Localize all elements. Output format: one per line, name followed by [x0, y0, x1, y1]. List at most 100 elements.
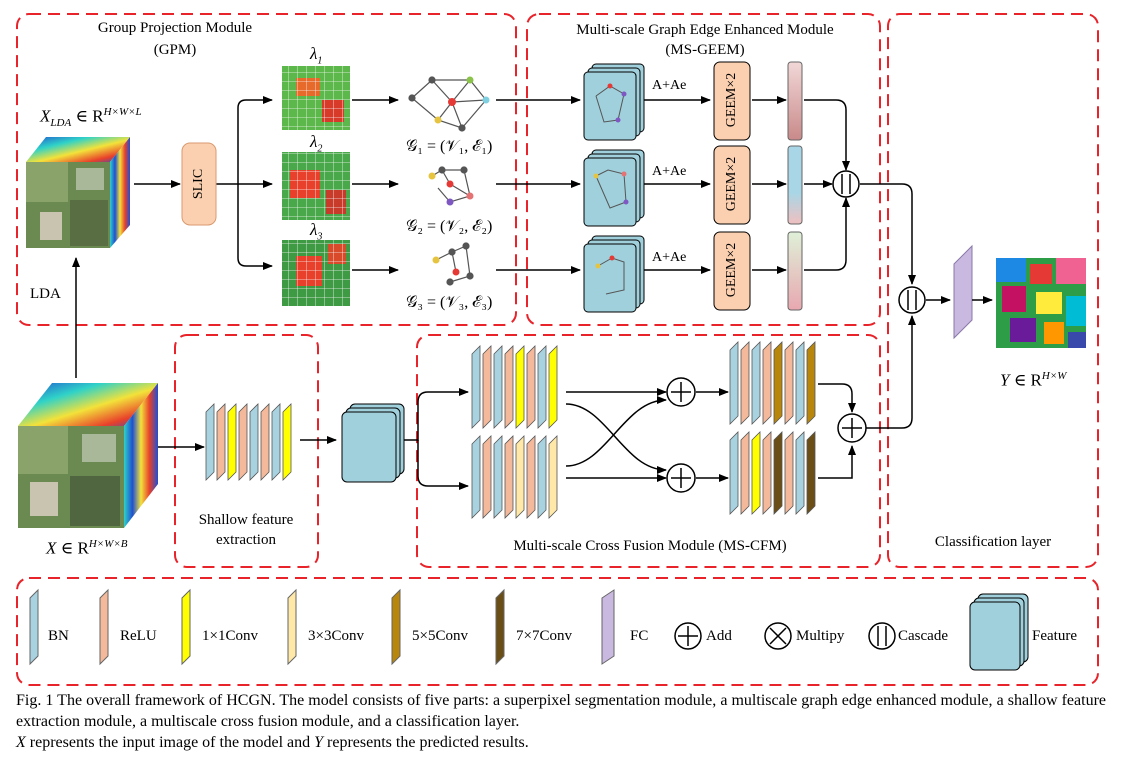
a-ae-label-1: A+Ae: [652, 78, 687, 93]
cfm-right-lower-stack-layer-relu: [762, 431, 772, 515]
shallow-feature-block: [341, 403, 405, 483]
cfm-lower-stack-layer-relu: [504, 435, 514, 519]
legend-feature: Feature: [1032, 628, 1077, 644]
classification-title: Classification layer: [934, 534, 1052, 550]
cfm-lower-stack: [471, 435, 558, 519]
lambda-3: λ3: [310, 220, 323, 243]
cfm-right-lower-stack-layer-relu: [740, 431, 750, 515]
msgeem-box: [526, 13, 881, 326]
shallow-stack-layer-bn: [205, 403, 215, 481]
caption-y: Y: [314, 734, 324, 751]
module-boxes: [16, 13, 1099, 686]
shallow-stack-layer-bn: [271, 403, 281, 481]
lda-label: LDA: [30, 286, 61, 302]
shallow-stack-layer-relu: [216, 403, 226, 481]
caption-x: X: [16, 734, 26, 751]
legend-conv5: 5×5Conv: [412, 628, 468, 644]
msgeem-title: Multi-scale Graph Edge Enhanced Module: [576, 22, 834, 38]
gpm-title: Group Projection Module: [97, 20, 253, 36]
classification-elements: [926, 244, 1086, 348]
a-ae-label-3: A+Ae: [652, 250, 687, 265]
lambda-2: λ2: [310, 132, 323, 155]
legend-cascade: Cascade: [898, 628, 948, 644]
sfe-box: [174, 334, 319, 568]
cfm-lower-stack-layer-bn: [471, 435, 481, 519]
x-lda-label: XLDA ∈ RH×W×L: [40, 106, 142, 130]
cfm-upper-stack: [471, 345, 558, 429]
slic-block: [181, 142, 217, 226]
shallow-stack-layer-relu: [238, 403, 248, 481]
cfm-right-lower-stack-layer-relu: [784, 431, 794, 515]
cfm-lower-stack-layer-bn: [493, 435, 503, 519]
caption-end: represents the predicted results.: [323, 734, 529, 751]
a-ae-label-2: A+Ae: [652, 164, 687, 179]
legend-relu: ReLU: [120, 628, 157, 644]
input-cube: [18, 383, 158, 528]
msgeem-arrows: [496, 96, 916, 285]
legend-add: Add: [706, 628, 732, 644]
gpm-arrows: [72, 96, 399, 378]
shallow-stack-layer-relu: [260, 403, 270, 481]
cfm-lower-stack-layer-relu: [526, 435, 536, 519]
cfm-lower-stack-layer-conv3: [515, 435, 525, 519]
caption-mid: represents the input image of the model …: [25, 734, 315, 751]
cfm-right-upper-stack-layer-bn: [751, 341, 761, 425]
cfm-lower-stack-layer-relu: [482, 435, 492, 519]
cfm-upper-stack-layer-conv1: [548, 345, 558, 429]
legend-conv1: 1×1Conv: [202, 628, 258, 644]
cfm-right-upper-stack-layer-bn: [795, 341, 805, 425]
geem-label-3: GEEM×2: [724, 242, 739, 298]
slic-label: SLIC: [191, 168, 206, 200]
cfm-upper-stack-layer-relu: [504, 345, 514, 429]
sfe-title-2: extraction: [216, 532, 276, 548]
shallow-stack-layer-conv1: [227, 403, 237, 481]
legend-conv7: 7×7Conv: [516, 628, 572, 644]
x-input-label: X ∈ RH×W×B: [46, 538, 128, 558]
graph-2-label: 𝒢₂ = (𝒱₂, ℰ₂): [406, 218, 493, 235]
cfm-upper-stack-layer-relu: [482, 345, 492, 429]
superpixel-images: [282, 66, 350, 306]
legend-conv3: 3×3Conv: [308, 628, 364, 644]
geem-output-bars: [787, 61, 803, 311]
legend-bn: BN: [48, 628, 69, 644]
figure-caption: Fig. 1 The overall framework of HCGN. Th…: [16, 690, 1106, 753]
cascade-symbols: [832, 170, 926, 314]
geem-label-1: GEEM×2: [724, 72, 739, 128]
caption-line-1: Fig. 1 The overall framework of HCGN. Th…: [16, 692, 1106, 730]
cfm-right-upper-stack-layer-relu: [762, 341, 772, 425]
cfm-right-lower-stack-layer-conv7: [806, 431, 816, 515]
graph-2: [428, 166, 474, 206]
y-output-label: Y ∈ RH×W: [1000, 370, 1067, 390]
geem-blocks: [713, 61, 751, 311]
lda-cube: [26, 137, 130, 248]
lower-arrows: [158, 315, 916, 490]
cfm-right-upper-stack-layer-conv5: [806, 341, 816, 425]
cfm-lower-stack-layer-bn: [537, 435, 547, 519]
sfe-title-1: Shallow feature: [198, 512, 294, 528]
legend-fc: FC: [630, 628, 649, 644]
geem-feature-stacks: [583, 63, 645, 313]
cfm-upper-stack-layer-relu: [526, 345, 536, 429]
cfm-upper-stack-layer-bn: [493, 345, 503, 429]
cfm-right-lower-stack: [729, 431, 816, 515]
cfm-upper-stack-layer-bn: [471, 345, 481, 429]
geem-label-2: GEEM×2: [724, 156, 739, 212]
cfm-right-upper-stack-layer-relu: [740, 341, 750, 425]
cfm-upper-stack-layer-conv1: [515, 345, 525, 429]
legend-graphics: [29, 588, 1029, 671]
cfm-right-lower-stack-layer-conv7: [773, 431, 783, 515]
lambda-1: λ1: [310, 44, 323, 67]
classification-box: [887, 13, 1099, 568]
layer-stacks: [205, 341, 816, 519]
shallow-stack: [205, 403, 292, 481]
shallow-stack-layer-bn: [249, 403, 259, 481]
cfm-upper-stack-layer-bn: [537, 345, 547, 429]
cfm-right-upper-stack-layer-conv5: [773, 341, 783, 425]
graph-3: [432, 242, 474, 286]
graph-3-label: 𝒢₃ = (𝒱₃, ℰ₃): [406, 294, 493, 311]
shallow-stack-layer-conv1: [282, 403, 292, 481]
gpm-abbr: (GPM): [153, 42, 197, 58]
cfm-lower-stack-layer-conv3: [548, 435, 558, 519]
add-symbols: [666, 377, 867, 493]
